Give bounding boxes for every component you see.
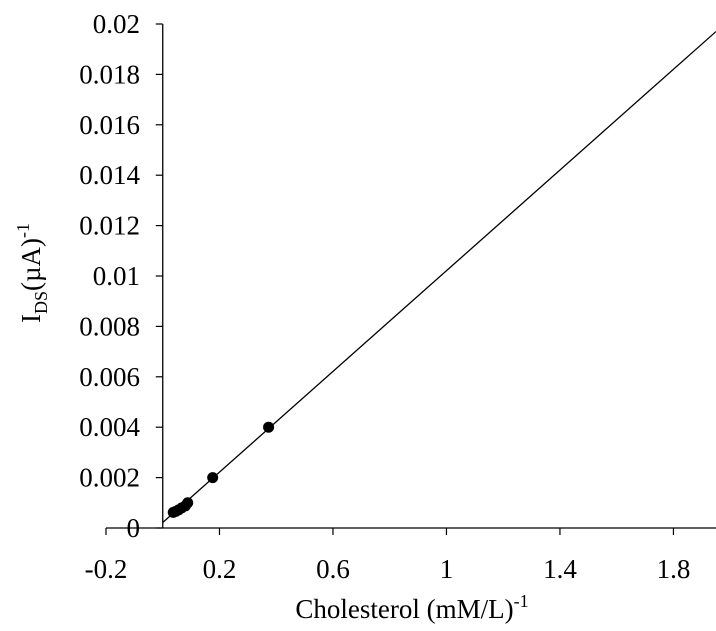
data-point bbox=[263, 421, 275, 433]
y-tick-label: 0.02 bbox=[93, 9, 140, 39]
x-tick-label: 1 bbox=[440, 554, 454, 584]
y-axis-title-tail: (µA) bbox=[16, 238, 46, 291]
data-points bbox=[167, 421, 275, 518]
y-axis-title: IDS(µA)-1 bbox=[13, 223, 51, 323]
y-tick-label: 0.012 bbox=[79, 211, 140, 241]
x-tick-label: -0.2 bbox=[85, 554, 128, 584]
fit-line-group bbox=[162, 31, 716, 523]
x-tick-label: 1.4 bbox=[543, 554, 577, 584]
fit-line bbox=[162, 31, 716, 523]
y-tick-label: 0.01 bbox=[93, 261, 140, 291]
y-tick-label: 0.014 bbox=[79, 160, 140, 190]
y-tick-label: 0.018 bbox=[79, 59, 140, 89]
x-tick-labels: -0.2 0.2 0.6 1 1.4 1.8 bbox=[85, 554, 691, 584]
y-tick-label: 0 bbox=[127, 513, 141, 543]
y-tick-labels: 0 0.002 0.004 0.006 0.008 0.01 0.012 0.014 0.016… bbox=[79, 9, 140, 543]
x-tick-label: 0.2 bbox=[203, 554, 237, 584]
data-point bbox=[207, 472, 219, 484]
x-axis-title-text: Cholesterol (mM/L) bbox=[295, 594, 513, 624]
x-tick-label: 1.8 bbox=[657, 554, 691, 584]
y-tick-label: 0.004 bbox=[79, 412, 140, 442]
y-axis-title-subscript: DS bbox=[31, 291, 51, 314]
y-axis-title-superscript: -1 bbox=[13, 223, 33, 238]
axes bbox=[105, 23, 716, 535]
y-tick-label: 0.006 bbox=[79, 362, 140, 392]
y-tick-label: 0.002 bbox=[79, 463, 140, 493]
y-tick-label: 0.008 bbox=[79, 311, 140, 341]
x-tick-label: 0.6 bbox=[316, 554, 350, 584]
x-axis-title-superscript: -1 bbox=[514, 591, 529, 611]
y-tick-label: 0.016 bbox=[79, 110, 140, 140]
x-axis-title: Cholesterol (mM/L)-1 bbox=[295, 591, 528, 624]
y-axis-title-main: I bbox=[16, 314, 46, 323]
data-point bbox=[182, 497, 194, 509]
